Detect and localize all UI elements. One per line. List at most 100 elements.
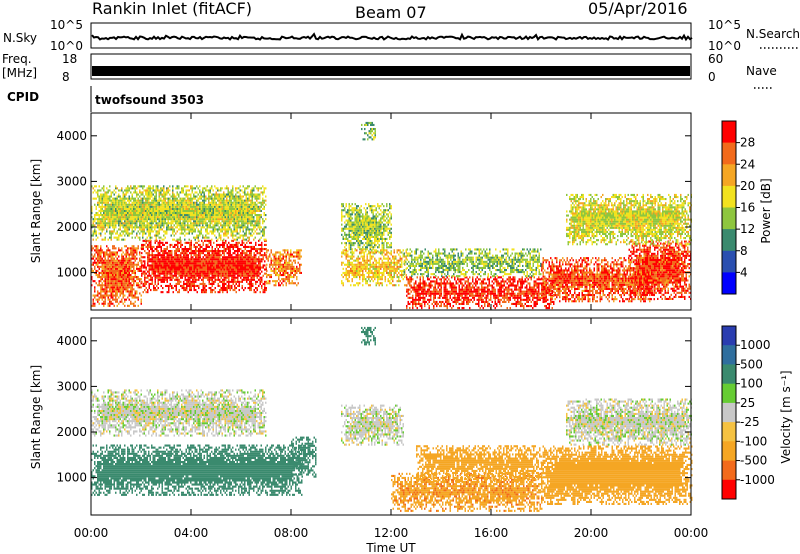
range-cell	[179, 281, 181, 283]
range-cell	[161, 264, 163, 266]
range-cell	[93, 233, 95, 235]
range-cell	[274, 254, 276, 256]
range-cell	[210, 189, 212, 191]
range-cell	[102, 290, 104, 292]
range-cell	[132, 276, 134, 278]
range-cell	[219, 235, 221, 237]
range-cell	[167, 267, 169, 269]
range-cell	[151, 224, 153, 226]
range-cell	[99, 280, 101, 282]
range-cell	[127, 249, 129, 251]
range-cell	[115, 290, 117, 292]
range-cell	[352, 222, 354, 224]
range-cell	[204, 250, 206, 252]
range-cell	[290, 274, 292, 276]
range-cell	[102, 278, 104, 280]
range-cell	[219, 200, 221, 202]
range-cell	[143, 260, 145, 262]
range-cell	[121, 284, 123, 286]
range-cell	[102, 239, 104, 241]
range-cell	[123, 292, 125, 294]
range-cell	[150, 216, 152, 218]
range-cell	[211, 212, 213, 214]
range-cell	[108, 218, 110, 220]
range-cell	[159, 237, 161, 239]
range-cell	[243, 264, 245, 266]
range-cell	[159, 279, 161, 281]
range-cell	[111, 295, 113, 297]
range-cell	[180, 256, 182, 258]
range-cell	[249, 273, 251, 275]
range-cell	[233, 281, 235, 283]
range-cell	[114, 278, 116, 280]
range-cell	[171, 252, 173, 254]
range-cell	[170, 273, 172, 275]
range-cell	[235, 187, 237, 189]
range-cell	[121, 268, 123, 270]
range-cell	[171, 224, 173, 226]
range-cell	[249, 212, 251, 214]
range-cell	[207, 233, 209, 235]
range-cell	[207, 208, 209, 210]
range-cell	[148, 206, 150, 208]
range-cell	[227, 285, 229, 287]
range-cell	[245, 260, 247, 262]
range-cell	[255, 267, 257, 269]
range-cell	[117, 299, 119, 301]
range-cell	[106, 262, 108, 264]
range-cell	[123, 284, 125, 286]
range-cell	[199, 196, 201, 198]
range-cell	[150, 210, 152, 212]
range-cell	[287, 249, 289, 251]
range-cell	[264, 189, 266, 191]
range-cell	[195, 228, 197, 230]
range-cell	[210, 222, 212, 224]
range-cell	[218, 244, 220, 246]
range-cell	[235, 228, 237, 230]
range-cell	[350, 228, 352, 230]
range-cell	[232, 220, 234, 222]
range-cell	[230, 271, 232, 273]
range-cell	[261, 187, 263, 189]
range-cell	[269, 264, 271, 266]
range-cell	[170, 269, 172, 271]
range-cell	[132, 254, 134, 256]
range-cell	[155, 248, 157, 250]
range-cell	[174, 260, 176, 262]
range-cell	[240, 210, 242, 212]
range-cell	[192, 200, 194, 202]
range-cell	[185, 248, 187, 250]
range-cell	[280, 274, 282, 276]
range-cell	[228, 200, 230, 202]
range-cell	[284, 272, 286, 274]
range-cell	[138, 276, 140, 278]
range-cell	[123, 286, 125, 288]
range-cell	[188, 273, 190, 275]
range-cell	[171, 202, 173, 204]
range-cell	[242, 256, 244, 258]
range-cell	[229, 218, 231, 220]
range-cell	[203, 244, 205, 246]
range-cell	[286, 258, 288, 260]
range-cell	[264, 254, 266, 256]
range-cell	[249, 283, 251, 285]
range-cell	[237, 216, 239, 218]
range-cell	[352, 207, 354, 209]
range-cell	[252, 224, 254, 226]
range-cell	[132, 303, 134, 305]
range-cell	[166, 208, 168, 210]
range-cell	[129, 272, 131, 274]
range-cell	[260, 279, 262, 281]
range-cell	[266, 276, 268, 278]
range-cell	[151, 204, 153, 206]
range-cell	[237, 200, 239, 202]
range-cell	[214, 204, 216, 206]
range-cell	[152, 264, 154, 266]
range-cell	[176, 271, 178, 273]
range-cell	[207, 246, 209, 248]
range-cell	[152, 254, 154, 256]
range-cell	[220, 198, 222, 200]
range-cell	[198, 285, 200, 287]
range-cell	[222, 273, 224, 275]
range-cell	[228, 254, 230, 256]
